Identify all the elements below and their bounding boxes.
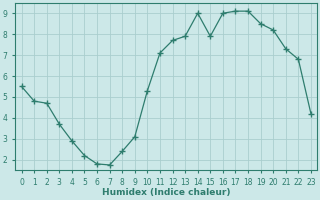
X-axis label: Humidex (Indice chaleur): Humidex (Indice chaleur) xyxy=(102,188,230,197)
